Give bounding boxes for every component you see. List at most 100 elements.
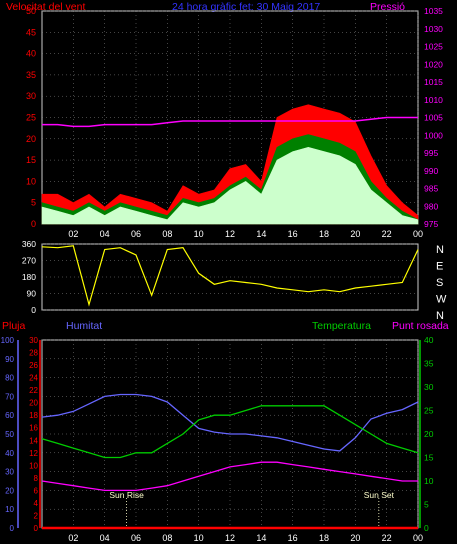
climate-time-tick-label: 20 <box>350 533 360 543</box>
rain-axis-tick: 24 <box>29 374 38 383</box>
humidity-axis-tick: 40 <box>5 449 14 458</box>
pressure-axis-tick: 1030 <box>424 24 443 34</box>
pressure-axis-tick: 985 <box>424 184 438 194</box>
pressure-series <box>42 116 418 128</box>
climate-time-tick-label: 04 <box>100 533 110 543</box>
temperature-axis-tick: 25 <box>424 406 434 416</box>
climate-time-tick-label: 02 <box>68 533 78 543</box>
climate-time-tick-label: 14 <box>256 533 266 543</box>
humidity-series <box>41 393 419 452</box>
wind-axis-tick: 35 <box>26 70 36 80</box>
rain-axis-tick: 18 <box>29 411 38 420</box>
direction-axis-tick: 90 <box>27 289 37 299</box>
wind-time-tick-label: 10 <box>194 229 204 239</box>
pressure-axis-tick: 975 <box>424 219 438 229</box>
rain-axis-tick: 6 <box>34 486 39 495</box>
pressure-axis-tick: 1025 <box>424 42 443 52</box>
pressure-axis-tick: 995 <box>424 148 438 158</box>
pressure-axis-tick: 990 <box>424 166 438 176</box>
humidity-axis-tick: 20 <box>5 486 14 495</box>
sun-event-label: Sun Set <box>364 490 395 500</box>
humidity-title: Humitat <box>66 320 103 332</box>
direction-axis-tick: 180 <box>22 272 36 282</box>
dewpoint-series <box>41 461 418 492</box>
wind-direction-series <box>41 245 419 307</box>
wind-time-tick-label: 04 <box>100 229 110 239</box>
wind-axis-tick: 50 <box>26 6 36 16</box>
pressure-axis-tick: 1035 <box>424 6 443 16</box>
climate-time-tick-label: 08 <box>162 533 172 543</box>
wind-time-tick-label: 00 <box>413 229 423 239</box>
wind-time-tick-label: 16 <box>288 229 298 239</box>
temperature-axis-tick: 15 <box>424 453 434 463</box>
direction-axis-tick: 360 <box>22 239 36 249</box>
rain-axis-tick: 16 <box>29 424 38 433</box>
temperature-axis-tick: 5 <box>424 500 429 510</box>
wind-axis-tick: 45 <box>26 27 36 37</box>
climate-time-tick-label: 22 <box>382 533 392 543</box>
pressure-axis-tick: 1015 <box>424 77 443 87</box>
compass-label: N <box>436 310 444 322</box>
humidity-axis-tick: 90 <box>5 355 14 364</box>
wind-time-tick-label: 06 <box>131 229 141 239</box>
wind-time-tick-label: 22 <box>382 229 392 239</box>
compass-label: N <box>436 244 444 256</box>
rain-title: Pluja <box>2 320 26 332</box>
climate-time-tick-label: 18 <box>319 533 329 543</box>
pressure-axis-tick: 1000 <box>424 130 443 140</box>
humidity-axis-tick: 60 <box>5 411 14 420</box>
temperature-axis-tick: 35 <box>424 359 434 369</box>
wind-time-tick-label: 18 <box>319 229 329 239</box>
climate-time-tick-label: 00 <box>413 533 423 543</box>
temperature-title: Temperatura <box>312 320 371 332</box>
rain-axis-tick: 30 <box>29 336 38 345</box>
pressure-axis-tick: 980 <box>424 201 438 211</box>
wind-axis-tick: 10 <box>26 176 36 186</box>
humidity-axis-tick: 0 <box>10 524 15 533</box>
rain-axis-tick: 22 <box>29 386 38 395</box>
dewpoint-title: Punt rosada <box>392 320 449 332</box>
temperature-series <box>41 405 419 459</box>
humidity-axis-tick: 30 <box>5 468 14 477</box>
humidity-axis-tick: 100 <box>1 336 15 345</box>
wind-speed-title: Velocitat del vent <box>6 1 86 13</box>
wind-time-tick-label: 14 <box>256 229 266 239</box>
rain-axis-tick: 26 <box>29 361 38 370</box>
wind-axis-tick: 0 <box>31 219 36 229</box>
rain-axis-tick: 28 <box>29 349 38 358</box>
climate-time-tick-label: 12 <box>225 533 235 543</box>
pressure-axis-tick: 1005 <box>424 113 443 123</box>
climate-time-tick-label: 16 <box>288 533 298 543</box>
sun-event-label: Sun Rise <box>109 490 144 500</box>
compass-label: E <box>436 261 443 273</box>
pressure-axis-tick: 1020 <box>424 59 443 69</box>
wind-time-tick-label: 02 <box>68 229 78 239</box>
humidity-axis-tick: 50 <box>5 430 14 439</box>
compass-label: W <box>436 294 447 306</box>
humidity-axis-tick: 80 <box>5 374 14 383</box>
temperature-axis-tick: 0 <box>424 523 429 533</box>
rain-axis-tick: 8 <box>34 474 39 483</box>
temperature-axis-tick: 30 <box>424 382 434 392</box>
pressure-title: Pressió <box>370 1 406 13</box>
wind-time-tick-label: 12 <box>225 229 235 239</box>
wind-time-tick-label: 20 <box>350 229 360 239</box>
temperature-axis-tick: 10 <box>424 476 434 486</box>
climate-time-tick-label: 10 <box>194 533 204 543</box>
compass-label: S <box>436 277 443 289</box>
wind-time-tick-label: 08 <box>162 229 172 239</box>
rain-axis-tick: 14 <box>29 436 38 445</box>
wind-axis-tick: 40 <box>26 49 36 59</box>
pressure-axis-tick: 1010 <box>424 95 443 105</box>
rain-axis-tick: 0 <box>34 524 39 533</box>
rain-axis-tick: 2 <box>34 511 39 520</box>
temperature-axis-tick: 20 <box>424 429 434 439</box>
wind-axis-tick: 5 <box>31 198 36 208</box>
climate-time-tick-label: 06 <box>131 533 141 543</box>
temperature-axis-tick: 40 <box>424 335 434 345</box>
wind-axis-tick: 25 <box>26 113 36 123</box>
wind-axis-tick: 20 <box>26 134 36 144</box>
chart-date-title: 24 hora gràfic fet: 30 Maig 2017 <box>172 1 321 13</box>
